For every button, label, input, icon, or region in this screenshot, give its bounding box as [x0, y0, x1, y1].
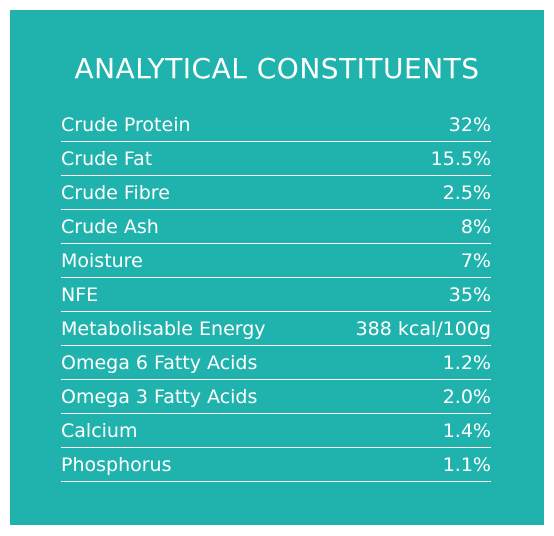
row-value: 2.0%	[442, 386, 491, 408]
row-value: 1.4%	[442, 420, 491, 442]
table-row: Crude Protein 32%	[61, 108, 491, 142]
constituents-panel	[10, 10, 544, 525]
row-label: Crude Fat	[61, 148, 153, 170]
row-value: 1.1%	[442, 454, 491, 476]
table-row: NFE 35%	[61, 278, 491, 312]
row-label: Moisture	[61, 250, 143, 272]
row-label: Crude Protein	[61, 114, 191, 136]
row-value: 388 kcal/100g	[355, 318, 491, 340]
table-row: Crude Fat 15.5%	[61, 142, 491, 176]
row-label: Omega 3 Fatty Acids	[61, 386, 258, 408]
row-label: Phosphorus	[61, 454, 172, 476]
row-label: Metabolisable Energy	[61, 318, 266, 340]
row-value: 2.5%	[442, 182, 491, 204]
page-title: ANALYTICAL CONSTITUENTS	[74, 52, 480, 85]
table-row: Crude Ash 8%	[61, 210, 491, 244]
constituents-table: Crude Protein 32% Crude Fat 15.5% Crude …	[61, 108, 491, 482]
row-label: NFE	[61, 284, 99, 306]
row-value: 1.2%	[442, 352, 491, 374]
table-row: Moisture 7%	[61, 244, 491, 278]
row-label: Omega 6 Fatty Acids	[61, 352, 258, 374]
table-row: Calcium 1.4%	[61, 414, 491, 448]
row-value: 7%	[460, 250, 491, 272]
row-label: Calcium	[61, 420, 138, 442]
row-value: 15.5%	[430, 148, 491, 170]
row-value: 32%	[448, 114, 491, 136]
table-row: Metabolisable Energy 388 kcal/100g	[61, 312, 491, 346]
row-value: 35%	[448, 284, 491, 306]
row-value: 8%	[460, 216, 491, 238]
row-label: Crude Ash	[61, 216, 159, 238]
row-label: Crude Fibre	[61, 182, 170, 204]
table-row: Omega 6 Fatty Acids 1.2%	[61, 346, 491, 380]
table-row: Omega 3 Fatty Acids 2.0%	[61, 380, 491, 414]
table-row: Crude Fibre 2.5%	[61, 176, 491, 210]
table-row: Phosphorus 1.1%	[61, 448, 491, 482]
